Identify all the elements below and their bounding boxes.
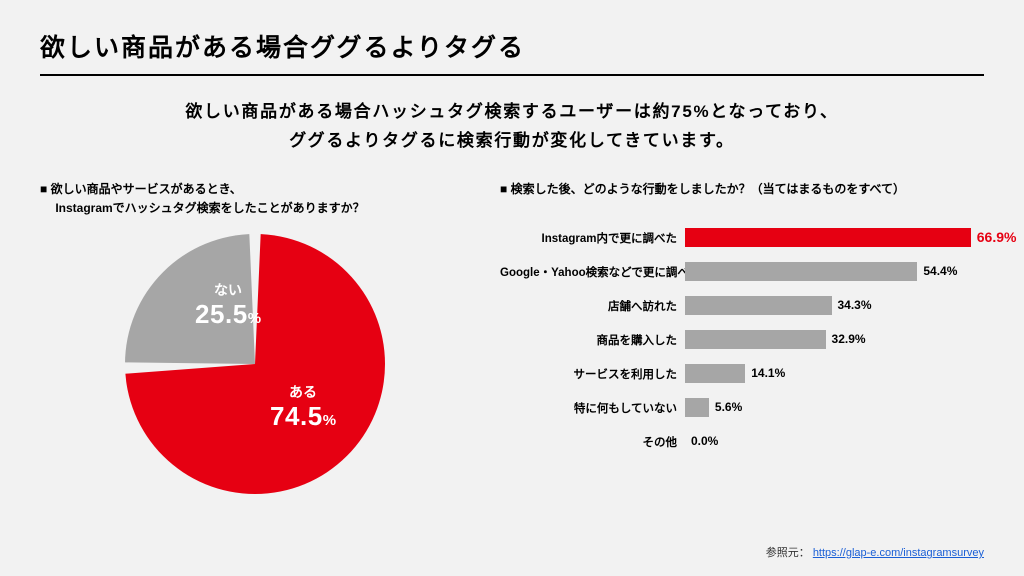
bar-track: 0.0% [685,432,984,451]
pie-no-pct: % [248,310,261,327]
pie-label-no: ない 25.5% [195,282,261,330]
pie-yes-value: 74.5 [270,401,323,431]
bar-value-label: 14.1% [745,364,785,383]
pie-no-value: 25.5 [195,299,248,329]
bar-fill [685,330,826,349]
bar-column: ■ 検索した後、どのような行動をしましたか？（当てはまるものをすべて） Inst… [500,180,984,494]
bar-fill [685,228,971,247]
pie-yes-pct: % [323,412,336,429]
bar-row: 特に何もしていない 5.6% [500,391,984,425]
title-rule [40,74,984,76]
bar-value-label: 32.9% [826,330,866,349]
source-citation: 参照元： https://glap-e.com/instagramsurvey [766,544,984,560]
bar-question: ■ 検索した後、どのような行動をしましたか？（当てはまるものをすべて） [500,180,984,199]
source-prefix: 参照元： [766,547,813,559]
bar-category-label: 店舗へ訪れた [500,298,685,314]
pie-circle [125,234,385,494]
bar-value-label: 54.4% [917,262,957,281]
source-link[interactable]: https://glap-e.com/instagramsurvey [813,547,984,559]
bar-value-label: 34.3% [832,296,872,315]
bar-category-label: Google・Yahoo検索などで更に調べた [500,264,685,280]
pie-chart: ある 74.5% ない 25.5% [125,234,385,494]
pie-yes-name: ある [270,384,336,401]
content-columns: ■ 欲しい商品やサービスがあるとき、 Instagramでハッシュタグ検索をした… [40,180,984,494]
bar-track: 66.9% [685,228,984,247]
bar-fill [685,262,917,281]
bar-fill [685,296,832,315]
bar-track: 54.4% [685,262,984,281]
bar-category-label: 商品を購入した [500,332,685,348]
subtitle: 欲しい商品がある場合ハッシュタグ検索するユーザーは約75%となっており、 ググる… [40,98,984,156]
bar-chart: Instagram内で更に調べた66.9%Google・Yahoo検索などで更に… [500,221,984,459]
bar-fill [685,364,745,383]
bar-row: サービスを利用した 14.1% [500,357,984,391]
bar-value-label: 0.0% [685,432,718,451]
bar-row: 商品を購入した 32.9% [500,323,984,357]
bar-value-label: 5.6% [709,398,742,417]
bar-row: その他0.0% [500,425,984,459]
pie-question: ■ 欲しい商品やサービスがあるとき、 Instagramでハッシュタグ検索をした… [40,180,470,218]
bar-track: 32.9% [685,330,984,349]
bar-category-label: サービスを利用した [500,366,685,382]
bar-row: Google・Yahoo検索などで更に調べた 54.4% [500,255,984,289]
pie-no-name: ない [195,282,261,299]
bar-track: 5.6% [685,398,984,417]
subtitle-line1: 欲しい商品がある場合ハッシュタグ検索するユーザーは約75%となっており、 [185,102,838,121]
bar-category-label: Instagram内で更に調べた [500,230,685,246]
bar-track: 14.1% [685,364,984,383]
bar-track: 34.3% [685,296,984,315]
bar-row: Instagram内で更に調べた66.9% [500,221,984,255]
bar-category-label: その他 [500,434,685,450]
bar-fill [685,398,709,417]
pie-column: ■ 欲しい商品やサービスがあるとき、 Instagramでハッシュタグ検索をした… [40,180,470,494]
bar-value-label: 66.9% [971,228,1017,247]
bar-row: 店舗へ訪れた 34.3% [500,289,984,323]
page-title: 欲しい商品がある場合ググるよりタグる [40,28,984,64]
subtitle-line2: ググるよりタグるに検索行動が変化してきています。 [289,131,734,150]
pie-label-yes: ある 74.5% [270,384,336,432]
bar-category-label: 特に何もしていない [500,400,685,416]
